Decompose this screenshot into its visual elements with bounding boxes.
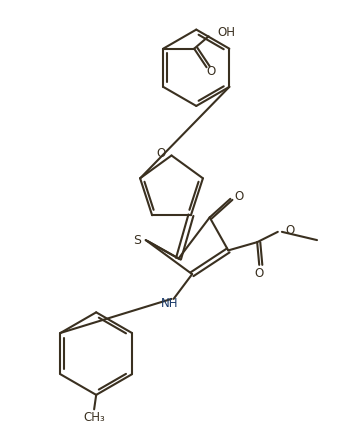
Text: S: S	[133, 234, 142, 246]
Text: O: O	[234, 190, 243, 203]
Text: O: O	[157, 147, 166, 160]
Text: CH₃: CH₃	[83, 411, 105, 424]
Text: O: O	[254, 266, 264, 280]
Text: O: O	[285, 224, 294, 237]
Text: O: O	[206, 65, 215, 78]
Text: OH: OH	[217, 26, 235, 39]
Text: NH: NH	[161, 297, 178, 309]
